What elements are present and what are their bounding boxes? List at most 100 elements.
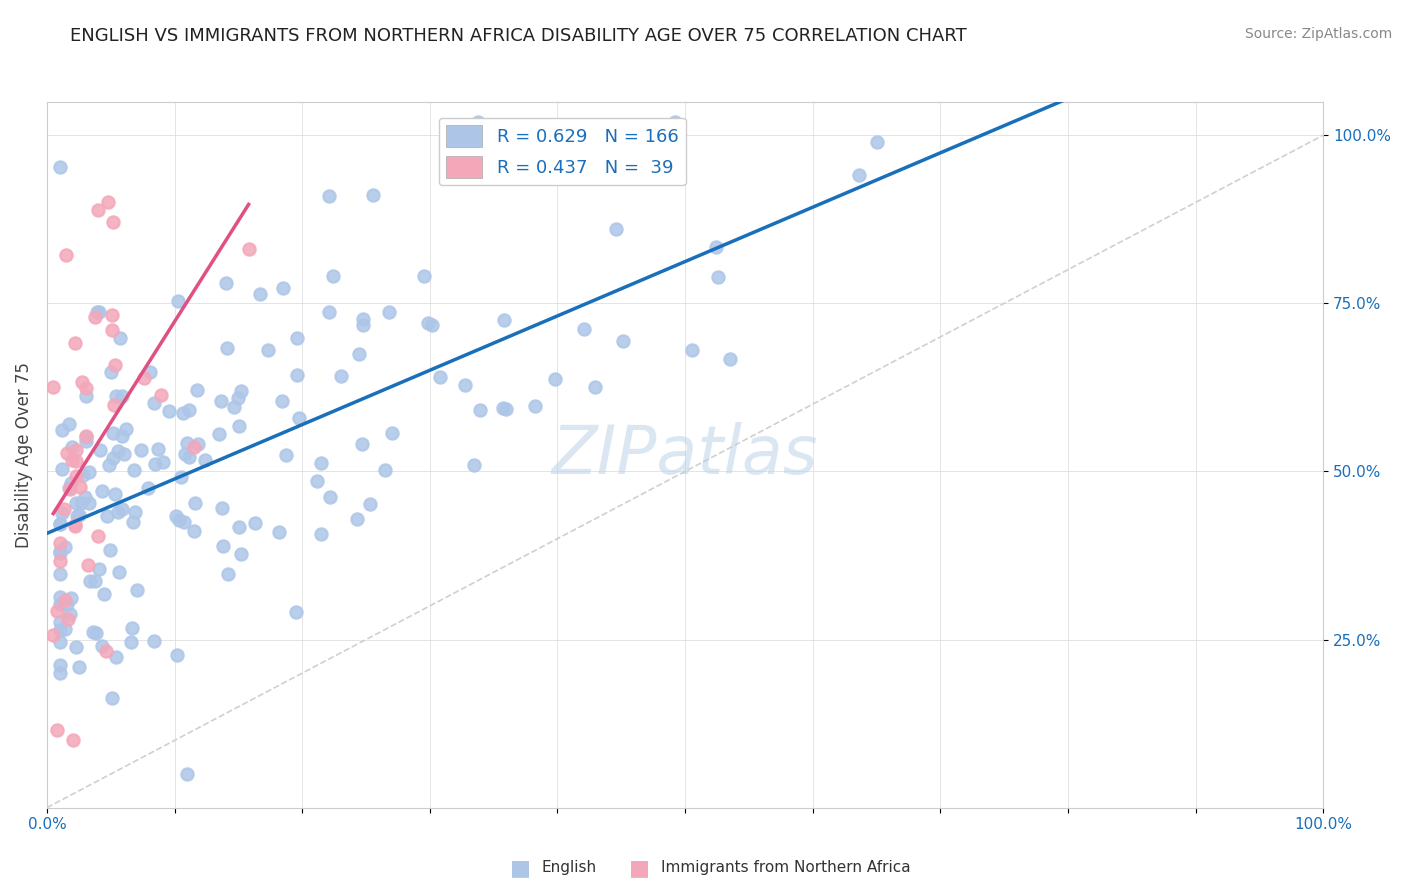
Point xyxy=(98,458,121,472)
Point xyxy=(718,351,741,366)
Point xyxy=(87,203,110,218)
Point xyxy=(60,591,83,605)
Point xyxy=(48,590,70,604)
Point xyxy=(105,389,128,403)
Point xyxy=(167,513,190,527)
Point xyxy=(101,309,124,323)
Point xyxy=(90,484,112,499)
Point xyxy=(322,268,344,283)
Point xyxy=(96,509,118,524)
Point xyxy=(231,384,253,398)
Point xyxy=(66,508,89,523)
Point xyxy=(318,189,340,203)
Point xyxy=(704,239,727,253)
Point xyxy=(48,665,70,680)
Point xyxy=(150,388,173,402)
Point xyxy=(53,622,76,636)
Point xyxy=(48,597,70,611)
Point xyxy=(544,372,567,386)
Point xyxy=(122,463,145,477)
Point xyxy=(209,394,232,409)
Point xyxy=(48,161,70,175)
Point xyxy=(352,312,374,326)
Point xyxy=(49,536,72,550)
Point xyxy=(59,607,82,621)
Point xyxy=(75,381,97,395)
Point xyxy=(142,634,165,648)
Point xyxy=(53,593,76,607)
Point xyxy=(416,316,439,330)
Point xyxy=(48,544,70,558)
Point xyxy=(60,440,83,454)
Point xyxy=(166,648,188,662)
Point xyxy=(75,434,97,448)
Text: Source: ZipAtlas.com: Source: ZipAtlas.com xyxy=(1244,27,1392,41)
Point xyxy=(285,605,308,619)
Point xyxy=(75,430,97,444)
Point xyxy=(58,612,80,626)
Point xyxy=(194,453,217,467)
Point xyxy=(318,305,340,319)
Text: ■: ■ xyxy=(510,858,530,878)
Point xyxy=(361,188,384,202)
Point xyxy=(238,242,260,256)
Point xyxy=(48,517,70,532)
Point xyxy=(470,403,492,417)
Point xyxy=(65,496,87,510)
Point xyxy=(101,450,124,465)
Point xyxy=(285,331,308,345)
Point xyxy=(228,520,250,534)
Text: Immigrants from Northern Africa: Immigrants from Northern Africa xyxy=(661,861,911,875)
Point xyxy=(183,441,205,455)
Point xyxy=(378,304,401,318)
Point xyxy=(79,574,101,588)
Point xyxy=(269,524,291,539)
Point xyxy=(107,505,129,519)
Point xyxy=(58,417,80,431)
Point xyxy=(212,539,235,553)
Point xyxy=(157,404,180,418)
Point xyxy=(285,368,308,383)
Point xyxy=(86,625,108,640)
Point xyxy=(82,624,104,639)
Point xyxy=(72,468,94,483)
Point xyxy=(346,512,368,526)
Point xyxy=(48,516,70,531)
Point xyxy=(101,690,124,705)
Point xyxy=(215,276,238,290)
Point xyxy=(374,463,396,477)
Point xyxy=(69,496,91,510)
Point xyxy=(454,378,477,392)
Point xyxy=(288,410,311,425)
Text: ENGLISH VS IMMIGRANTS FROM NORTHERN AFRICA DISABILITY AGE OVER 75 CORRELATION CH: ENGLISH VS IMMIGRANTS FROM NORTHERN AFRI… xyxy=(70,27,967,45)
Text: ■: ■ xyxy=(630,858,650,878)
Point xyxy=(75,429,97,443)
Point xyxy=(77,465,100,479)
Point xyxy=(125,582,148,597)
Point xyxy=(187,437,209,451)
Point xyxy=(51,462,73,476)
Point xyxy=(120,634,142,648)
Point xyxy=(381,426,404,441)
Point xyxy=(55,248,77,262)
Point xyxy=(122,515,145,529)
Point xyxy=(51,423,73,437)
Point xyxy=(49,554,72,568)
Point xyxy=(48,623,70,637)
Point xyxy=(177,403,200,417)
Point xyxy=(179,450,201,464)
Legend: R = 0.629   N = 166, R = 0.437   N =  39: R = 0.629 N = 166, R = 0.437 N = 39 xyxy=(439,118,686,186)
Point xyxy=(176,767,198,781)
Point xyxy=(270,393,292,408)
Point xyxy=(86,305,108,319)
Point xyxy=(87,305,110,319)
Point xyxy=(63,519,86,533)
Point xyxy=(42,628,65,642)
Point xyxy=(45,723,67,738)
Point xyxy=(612,334,634,348)
Point xyxy=(89,443,111,458)
Point xyxy=(65,517,87,532)
Point xyxy=(51,506,73,520)
Point xyxy=(169,470,191,484)
Point xyxy=(706,270,728,285)
